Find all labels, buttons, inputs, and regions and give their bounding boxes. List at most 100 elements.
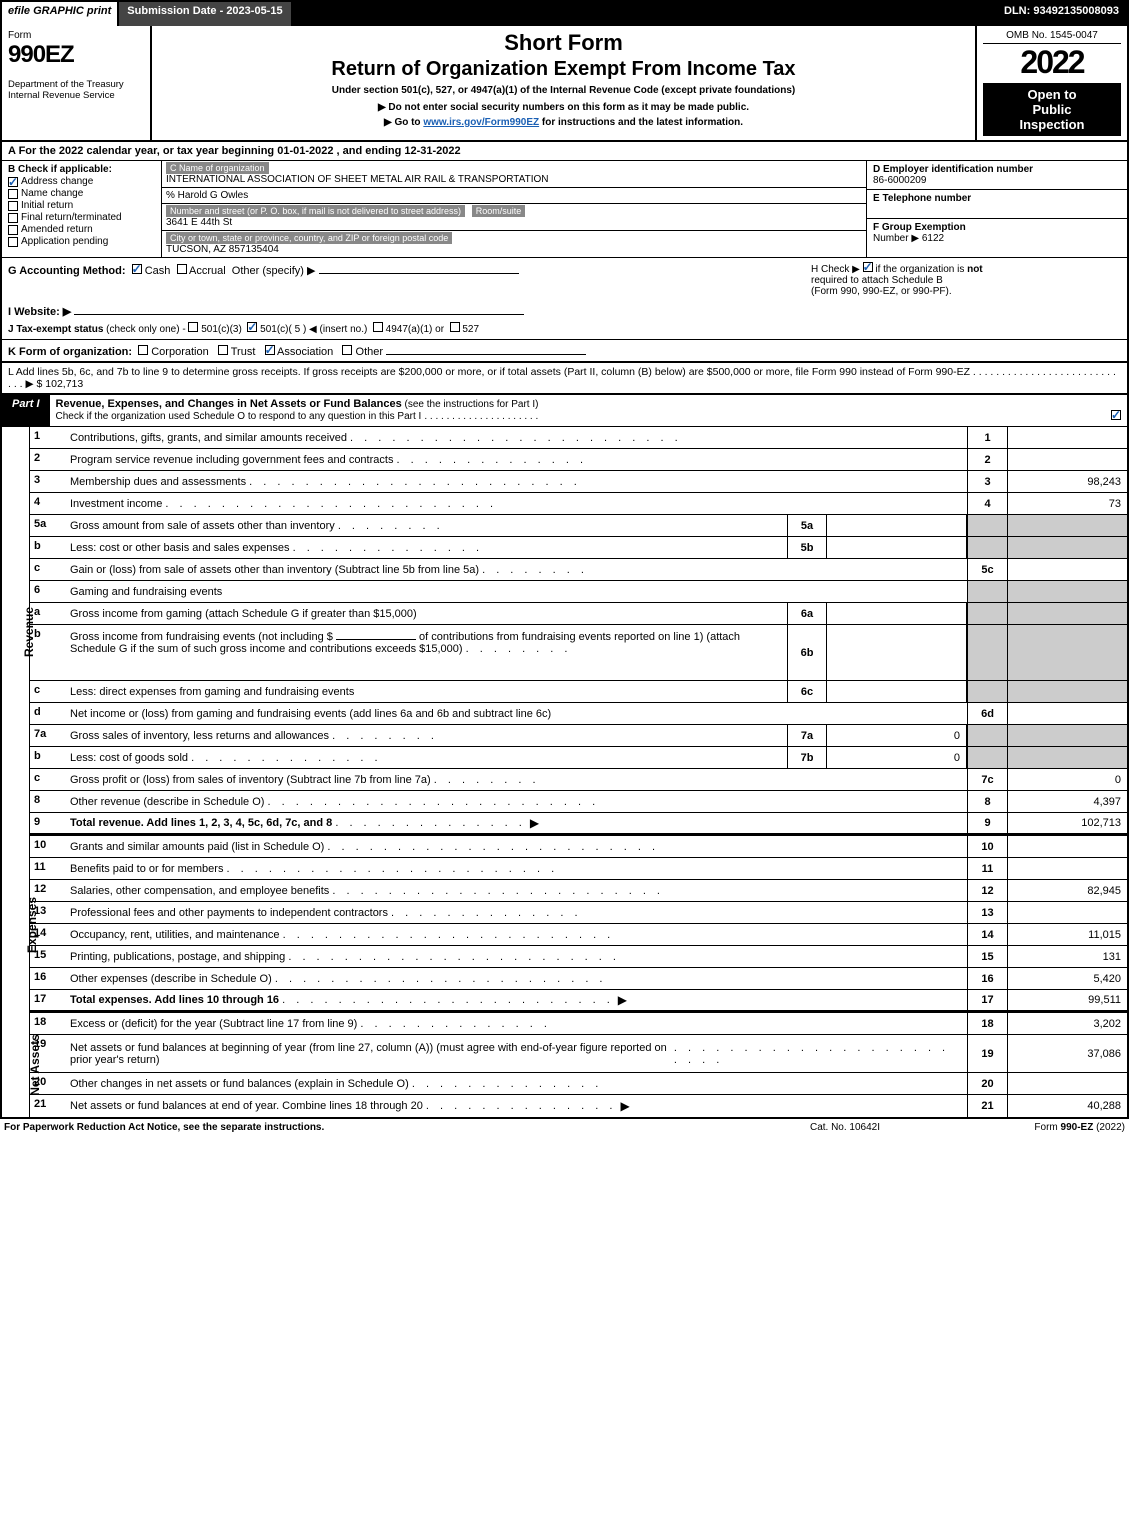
line-19: 19 Net assets or fund balances at beginn… — [30, 1035, 1127, 1073]
line-4: 4 Investment income . . . . . . . . . . … — [30, 493, 1127, 515]
dln: DLN: 93492135008093 — [996, 2, 1127, 26]
line-17: 17 Total expenses. Add lines 10 through … — [30, 990, 1127, 1013]
subtitle-section: Under section 501(c), 527, or 4947(a)(1)… — [156, 85, 971, 96]
tax-year: 2022 — [983, 44, 1121, 81]
city-state-zip: TUCSON, AZ 857135404 — [166, 244, 279, 255]
open-to-public: Open to Public Inspection — [983, 83, 1121, 136]
chk-final-return[interactable]: Final return/terminated — [8, 212, 155, 223]
topbar: efile GRAPHIC print Submission Date - 20… — [2, 2, 1127, 26]
street-address: 3641 E 44th St — [166, 217, 232, 228]
line-16-value: 5,420 — [1007, 968, 1127, 989]
line-18: 18 Excess or (deficit) for the year (Sub… — [30, 1013, 1127, 1035]
part1-header: Part I Revenue, Expenses, and Changes in… — [2, 395, 1127, 427]
c-name-label: C Name of organization — [166, 162, 269, 174]
line-14: 14 Occupancy, rent, utilities, and maint… — [30, 924, 1127, 946]
checkbox-icon[interactable] — [188, 322, 198, 332]
line-15: 15 Printing, publications, postage, and … — [30, 946, 1127, 968]
line-6d: d Net income or (loss) from gaming and f… — [30, 703, 1127, 725]
room-suite-label: Room/suite — [472, 205, 526, 217]
irs-link[interactable]: www.irs.gov/Form990EZ — [423, 117, 539, 128]
omb-number: OMB No. 1545-0047 — [983, 30, 1121, 44]
j-label: J Tax-exempt status — [8, 324, 103, 335]
line-7a-value: 0 — [827, 725, 967, 746]
line-7b: b Less: cost of goods sold . . . . . . .… — [30, 747, 1127, 769]
header-center: Short Form Return of Organization Exempt… — [152, 26, 977, 140]
checkbox-icon[interactable] — [863, 262, 873, 272]
line-12-value: 82,945 — [1007, 880, 1127, 901]
line-13: 13 Professional fees and other payments … — [30, 902, 1127, 924]
checkbox-icon[interactable] — [373, 322, 383, 332]
line-7a: 7a Gross sales of inventory, less return… — [30, 725, 1127, 747]
gross-receipts-value: 102,713 — [45, 378, 83, 390]
line-10: 10 Grants and similar amounts paid (list… — [30, 836, 1127, 858]
net-assets-section: Net Assets 18 Excess or (deficit) for th… — [2, 1013, 1127, 1117]
dept-line2: Internal Revenue Service — [8, 90, 144, 101]
line-6: 6 Gaming and fundraising events — [30, 581, 1127, 603]
line-9: 9 Total revenue. Add lines 1, 2, 3, 4, 5… — [30, 813, 1127, 836]
other-specify-line[interactable] — [319, 262, 519, 274]
d-ein-label: D Employer identification number — [873, 164, 1033, 175]
checkbox-icon — [8, 177, 18, 187]
line-1: 1 Contributions, gifts, grants, and simi… — [30, 427, 1127, 449]
line-9-value: 102,713 — [1007, 813, 1127, 833]
website-line[interactable] — [74, 303, 524, 315]
row-k: K Form of organization: Corporation Trus… — [2, 340, 1127, 363]
line-5a: 5a Gross amount from sale of assets othe… — [30, 515, 1127, 537]
expenses-section: Expenses 10 Grants and similar amounts p… — [2, 836, 1127, 1013]
line-6c: c Less: direct expenses from gaming and … — [30, 681, 1127, 703]
line-6b: b Gross income from fundraising events (… — [30, 625, 1127, 681]
chk-application-pending[interactable]: Application pending — [8, 236, 155, 247]
checkbox-icon[interactable] — [218, 345, 228, 355]
checkbox-icon — [8, 189, 18, 199]
row-gh: G Accounting Method: Cash Accrual Other … — [2, 258, 1127, 340]
dept-line1: Department of the Treasury — [8, 79, 144, 90]
row-a-tax-year: A For the 2022 calendar year, or tax yea… — [2, 142, 1127, 161]
row-l: L Add lines 5b, 6c, and 7b to line 9 to … — [2, 363, 1127, 395]
title-return: Return of Organization Exempt From Incom… — [156, 58, 971, 81]
line-4-value: 73 — [1007, 493, 1127, 514]
checkbox-icon[interactable] — [342, 345, 352, 355]
form-id-footer: Form 990-EZ (2022) — [945, 1122, 1125, 1133]
group-exemption-value: 6122 — [922, 233, 944, 244]
efile-print-label[interactable]: efile GRAPHIC print — [2, 2, 119, 26]
side-net-assets: Net Assets — [2, 1013, 30, 1117]
checkbox-icon[interactable] — [138, 345, 148, 355]
addr-label: Number and street (or P. O. box, if mail… — [166, 205, 465, 217]
checkbox-icon[interactable] — [265, 345, 275, 355]
line-18-value: 3,202 — [1007, 1013, 1127, 1034]
side-revenue: Revenue — [2, 427, 30, 836]
page-footer: For Paperwork Reduction Act Notice, see … — [0, 1119, 1129, 1136]
revenue-section: Revenue 1 Contributions, gifts, grants, … — [2, 427, 1127, 836]
chk-amended-return[interactable]: Amended return — [8, 224, 155, 235]
line-20: 20 Other changes in net assets or fund b… — [30, 1073, 1127, 1095]
line-3-value: 98,243 — [1007, 471, 1127, 492]
line-6a: a Gross income from gaming (attach Sched… — [30, 603, 1127, 625]
line-8-value: 4,397 — [1007, 791, 1127, 812]
chk-name-change[interactable]: Name change — [8, 188, 155, 199]
part1-title: Revenue, Expenses, and Changes in Net As… — [50, 395, 1127, 426]
line-7b-value: 0 — [827, 747, 967, 768]
title-short-form: Short Form — [156, 30, 971, 56]
header-right: OMB No. 1545-0047 2022 Open to Public In… — [977, 26, 1127, 140]
chk-initial-return[interactable]: Initial return — [8, 200, 155, 211]
form-label: Form — [8, 30, 144, 41]
checkbox-icon[interactable] — [1111, 410, 1121, 420]
f-group-label: F Group Exemption — [873, 222, 966, 233]
column-b-checkboxes: B Check if applicable: Address change Na… — [2, 161, 162, 257]
other-org-line[interactable] — [386, 343, 586, 355]
header: Form 990EZ Department of the Treasury In… — [2, 26, 1127, 142]
line-3: 3 Membership dues and assessments . . . … — [30, 471, 1127, 493]
submission-date: Submission Date - 2023-05-15 — [119, 2, 292, 26]
checkbox-icon[interactable] — [177, 264, 187, 274]
line-7c: c Gross profit or (loss) from sales of i… — [30, 769, 1127, 791]
pct-name: % Harold G Owles — [162, 188, 866, 204]
checkbox-icon[interactable] — [247, 322, 257, 332]
checkbox-icon[interactable] — [132, 264, 142, 274]
line-21-value: 40,288 — [1007, 1095, 1127, 1117]
header-left: Form 990EZ Department of the Treasury In… — [2, 26, 152, 140]
chk-address-change[interactable]: Address change — [8, 176, 155, 187]
column-c-org-info: C Name of organization INTERNATIONAL ASS… — [162, 161, 867, 257]
checkbox-icon[interactable] — [450, 322, 460, 332]
part1-tab: Part I — [2, 395, 50, 426]
paperwork-notice: For Paperwork Reduction Act Notice, see … — [4, 1122, 745, 1133]
